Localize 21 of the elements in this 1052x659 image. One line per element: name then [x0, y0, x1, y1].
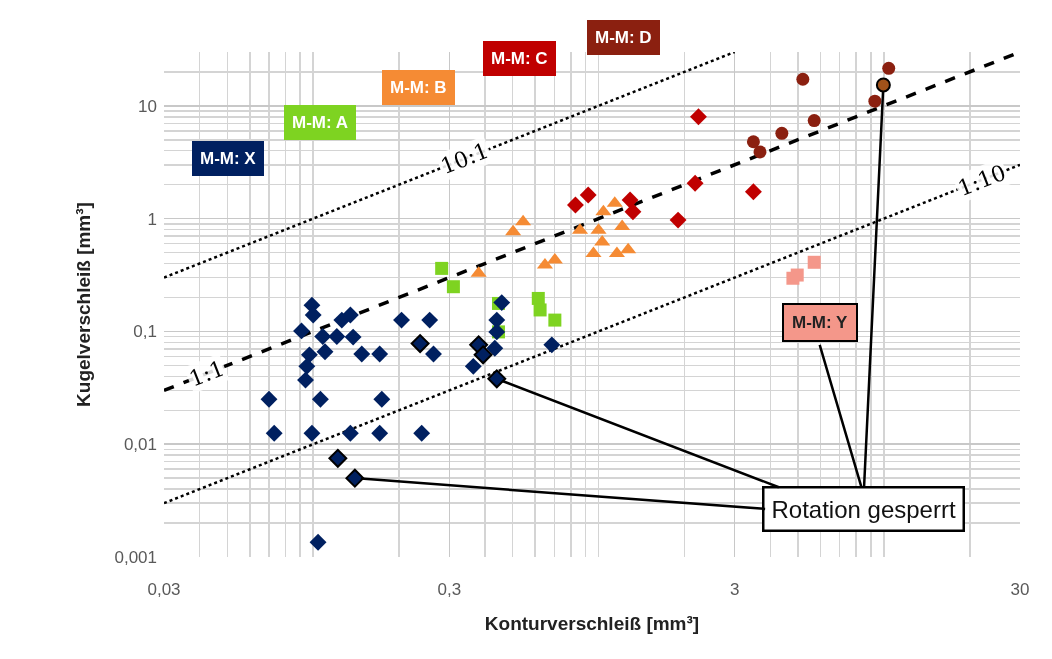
x-tick-label: 0,3 — [437, 580, 462, 599]
text: 10:1 — [437, 137, 493, 180]
y-tick-label: 0,1 — [133, 322, 157, 342]
text: M-M: D — [595, 28, 652, 47]
x-tick-label: 3 — [729, 580, 740, 599]
text: M-M: C — [491, 49, 548, 68]
series-label: M-M: Y — [792, 313, 849, 332]
y-tick-label: 0,01 — [123, 435, 157, 455]
x-axis-title: Konturverschleiß [mm³] — [484, 612, 700, 634]
text: 1:1 — [185, 355, 228, 392]
y-axis-title: Kugelverschleiß [mm³] — [73, 202, 95, 407]
x-tick-label: 30 — [1010, 580, 1030, 599]
y-tick-label: 1 — [147, 209, 157, 229]
text: M-M: X — [200, 149, 257, 168]
annotation: Rotation gesperrt — [771, 495, 956, 523]
text: 1:10 — [954, 159, 1010, 202]
y-tick-label: 0,001 — [114, 547, 157, 567]
y-tick-label: 10 — [138, 96, 157, 116]
text: M-M: B — [390, 78, 447, 97]
x-tick-label: 0,03 — [147, 580, 181, 599]
text: M-M: A — [292, 113, 349, 132]
